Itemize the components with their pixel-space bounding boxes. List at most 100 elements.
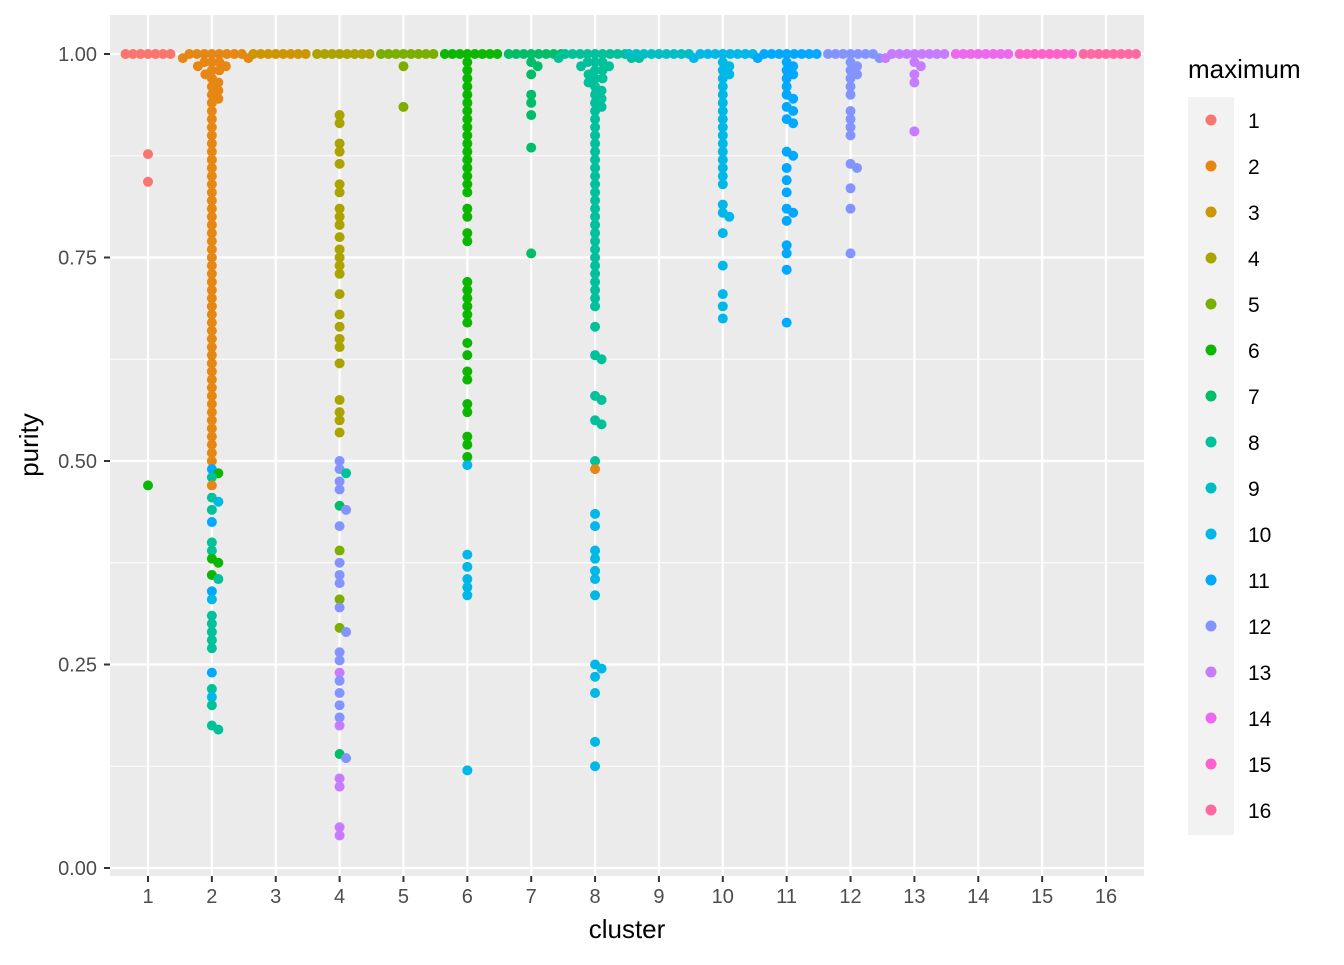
data-point-cluster-2-max-8 — [206, 504, 217, 515]
data-point-cluster-2-max-2 — [206, 423, 217, 434]
data-point-cluster-2-max-8 — [206, 683, 217, 694]
data-point-cluster-2-max-2 — [221, 49, 232, 59]
data-point-cluster-4-max-4 — [364, 49, 375, 59]
data-point-cluster-10-max-10 — [717, 313, 728, 324]
data-point-cluster-7-max-7 — [526, 69, 537, 80]
data-point-cluster-2-max-2 — [206, 301, 217, 312]
data-point-cluster-8-max-8 — [590, 236, 601, 247]
data-point-cluster-2-max-2 — [206, 456, 217, 466]
data-point-cluster-10-max-10 — [717, 89, 728, 100]
data-point-cluster-6-max-6 — [477, 49, 488, 59]
data-point-cluster-4-max-13 — [334, 781, 345, 792]
data-point-cluster-12-max-12 — [845, 248, 856, 259]
data-point-cluster-11-max-11 — [781, 73, 792, 84]
data-point-cluster-8-max-8 — [590, 456, 601, 466]
data-point-cluster-8-max-8 — [590, 276, 601, 287]
data-point-cluster-6-max-6 — [462, 399, 473, 410]
data-point-cluster-4-max-4 — [334, 232, 345, 243]
data-point-cluster-2-max-2 — [206, 154, 217, 165]
data-point-cluster-14-max-14 — [950, 49, 961, 59]
data-point-cluster-11-max-11 — [781, 240, 792, 251]
data-point-cluster-6-max-10 — [462, 460, 473, 471]
data-point-cluster-13-max-13 — [939, 49, 950, 59]
data-point-cluster-6-max-6 — [462, 81, 473, 92]
data-point-cluster-8-max-10 — [590, 574, 601, 585]
data-point-cluster-8-max-10 — [590, 565, 601, 576]
data-point-cluster-2-max-2 — [214, 65, 225, 76]
data-point-cluster-15-max-15 — [1014, 49, 1025, 59]
data-point-cluster-4-max-4 — [334, 138, 345, 149]
data-point-cluster-2-max-2 — [206, 228, 217, 239]
data-point-cluster-4-max-13 — [334, 720, 345, 731]
legend-key-8 — [1205, 436, 1217, 448]
data-point-cluster-2-max-6 — [213, 557, 224, 568]
data-point-cluster-6-max-6 — [462, 431, 473, 442]
data-point-cluster-9-max-9 — [661, 49, 672, 59]
data-point-cluster-11-max-11 — [788, 207, 799, 218]
data-point-cluster-4-max-4 — [334, 118, 345, 129]
data-point-cluster-4-max-4 — [334, 309, 345, 320]
data-point-cluster-2-max-8 — [213, 724, 224, 735]
data-point-cluster-4-max-13 — [334, 830, 345, 841]
data-point-cluster-2-max-2 — [206, 219, 217, 230]
data-point-cluster-4-max-4 — [357, 49, 368, 59]
data-point-cluster-8-max-8 — [590, 252, 601, 263]
legend-key-4 — [1205, 252, 1217, 264]
data-point-cluster-8-max-8 — [590, 179, 601, 190]
data-point-cluster-13-max-13 — [880, 53, 891, 64]
data-point-cluster-12-max-12 — [845, 203, 856, 214]
data-point-cluster-16-max-16 — [1108, 49, 1119, 59]
data-point-cluster-8-max-8 — [596, 394, 607, 405]
data-point-cluster-6-max-10 — [462, 582, 473, 593]
data-point-cluster-2-max-2 — [206, 276, 217, 287]
y-tick-label: 0.00 — [58, 858, 97, 880]
data-point-cluster-4-max-4 — [334, 146, 345, 157]
data-point-cluster-2-max-2 — [206, 309, 217, 320]
data-point-cluster-8-max-8 — [590, 146, 601, 157]
data-point-cluster-5-max-5 — [398, 49, 409, 59]
x-tick-label: 4 — [334, 886, 345, 908]
data-point-cluster-12-max-12 — [823, 49, 834, 59]
data-point-cluster-4-max-12 — [341, 753, 352, 764]
data-point-cluster-4-max-12 — [334, 569, 345, 580]
data-point-cluster-11-max-11 — [781, 317, 792, 328]
data-point-cluster-12-max-12 — [845, 130, 856, 141]
data-point-cluster-2-max-11 — [206, 667, 217, 678]
x-tick-label: 12 — [839, 886, 861, 908]
data-point-cluster-2-max-2 — [206, 268, 217, 279]
data-point-cluster-11-max-11 — [781, 215, 792, 226]
data-point-cluster-8-max-8 — [597, 73, 608, 84]
data-point-cluster-2-max-2 — [206, 374, 217, 385]
data-point-cluster-12-max-12 — [845, 122, 856, 133]
data-point-cluster-1-max-1 — [158, 49, 168, 59]
data-point-cluster-6-max-6 — [462, 439, 473, 450]
data-point-cluster-4-max-13 — [334, 822, 345, 833]
data-point-cluster-7-max-7 — [541, 49, 552, 59]
data-point-cluster-2-max-11 — [206, 517, 217, 528]
data-point-cluster-4-max-4 — [334, 427, 345, 438]
data-point-cluster-8-max-8 — [597, 65, 608, 76]
data-point-cluster-4-max-4 — [334, 244, 345, 255]
data-point-cluster-2-max-2 — [206, 105, 217, 116]
y-axis-title: purity — [14, 413, 44, 477]
data-point-cluster-2-max-8 — [206, 618, 217, 629]
data-point-cluster-10-max-10 — [724, 211, 735, 222]
data-point-cluster-6-max-6 — [462, 154, 473, 165]
data-point-cluster-9-max-9 — [631, 49, 642, 59]
legend-label-1: 1 — [1248, 110, 1260, 133]
data-point-cluster-6-max-6 — [462, 407, 473, 418]
data-point-cluster-13-max-13 — [916, 49, 927, 59]
data-point-cluster-6-max-10 — [462, 549, 473, 560]
data-point-cluster-2-max-8 — [206, 610, 217, 621]
data-point-cluster-4-max-5 — [334, 545, 345, 556]
data-point-cluster-4-max-5 — [334, 594, 345, 605]
data-point-cluster-6-max-6 — [462, 211, 473, 222]
data-point-cluster-3-max-3 — [300, 49, 311, 59]
data-point-cluster-12-max-12 — [852, 162, 863, 173]
data-point-cluster-8-max-8 — [590, 244, 601, 255]
data-point-cluster-8-max-10 — [590, 553, 601, 564]
data-point-cluster-8-max-8 — [590, 228, 601, 239]
data-point-cluster-13-max-13 — [909, 77, 920, 88]
x-tick-label: 7 — [526, 886, 537, 908]
data-point-cluster-4-max-8 — [341, 468, 352, 479]
